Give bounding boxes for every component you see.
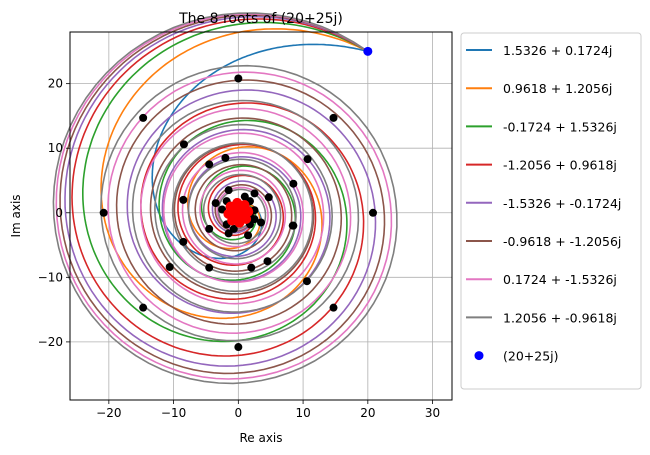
marker-point	[229, 224, 238, 233]
ticks: −20 −10 0 10 20 30 −20 −10 0 10 20	[38, 77, 441, 420]
x-tick-label: 0	[235, 406, 243, 420]
plot-frame	[69, 31, 453, 401]
marker-point	[250, 215, 259, 224]
marker-point	[264, 193, 273, 202]
marker-point	[250, 189, 259, 198]
start-point-marker	[363, 46, 373, 56]
marker-point	[179, 237, 188, 246]
marker-point	[234, 343, 243, 352]
legend-label: -1.2056 + 0.9618j	[503, 158, 617, 173]
marker-point	[302, 277, 311, 286]
marker-point	[369, 208, 378, 217]
legend: 1.5326 + 0.1724j 0.9618 + 1.2056j -0.1724 …	[460, 32, 642, 390]
marker-point	[221, 153, 230, 162]
marker-point	[205, 160, 214, 169]
marker-point	[289, 179, 298, 188]
legend-swatch-start	[474, 351, 484, 361]
legend-label: -1.5326 + -0.1724j	[503, 196, 621, 211]
marker-point	[329, 113, 338, 122]
marker-point	[179, 140, 188, 149]
y-tick-label: −10	[38, 270, 63, 284]
legend-label: -0.9618 + -1.2056j	[503, 234, 621, 249]
y-tick-label: 0	[55, 206, 63, 220]
marker-point	[99, 208, 108, 217]
x-tick-label: 30	[425, 406, 440, 420]
marker-point	[179, 195, 188, 204]
marker-point	[165, 263, 174, 272]
marker-point	[224, 186, 233, 195]
marker-point	[139, 303, 148, 312]
marker-point	[240, 192, 249, 201]
marker-point	[224, 229, 233, 238]
chart-title: The 8 roots of (20+25j)	[178, 11, 343, 27]
y-tick-label: 20	[48, 77, 63, 91]
marker-point	[234, 74, 243, 83]
legend-label: 1.5326 + 0.1724j	[503, 43, 612, 58]
marker-point	[247, 263, 256, 272]
marker-point	[205, 263, 214, 272]
series-line	[55, 13, 393, 380]
legend-label: 0.9618 + 1.2056j	[503, 81, 612, 96]
x-tick-label: 10	[295, 406, 310, 420]
marker-point	[303, 155, 312, 164]
marker-point	[139, 113, 148, 122]
y-tick-label: 10	[48, 141, 63, 155]
marker-point	[257, 218, 265, 227]
series-line	[52, 12, 398, 385]
root-cluster-marker	[229, 203, 248, 222]
x-axis-label: Re axis	[239, 431, 282, 445]
marker-point	[288, 221, 297, 230]
marker-point	[263, 257, 272, 266]
x-tick-label: −10	[161, 406, 186, 420]
y-axis-label: Im axis	[9, 194, 23, 237]
marker-point	[329, 303, 338, 312]
marker-point	[211, 199, 220, 208]
curves	[52, 12, 398, 385]
legend-label: 0.1724 + -1.5326j	[503, 272, 617, 287]
y-tick-label: −20	[38, 335, 63, 349]
legend-frame	[460, 32, 642, 390]
legend-label: -0.1724 + 1.5326j	[503, 119, 617, 134]
marker-point	[205, 224, 214, 233]
legend-label: 1.2056 + -0.9618j	[503, 310, 617, 325]
legend-label-start: (20+25j)	[503, 349, 559, 364]
x-tick-label: −20	[96, 406, 121, 420]
x-tick-label: 20	[360, 406, 375, 420]
marker-point	[244, 231, 253, 240]
markers	[99, 46, 378, 352]
